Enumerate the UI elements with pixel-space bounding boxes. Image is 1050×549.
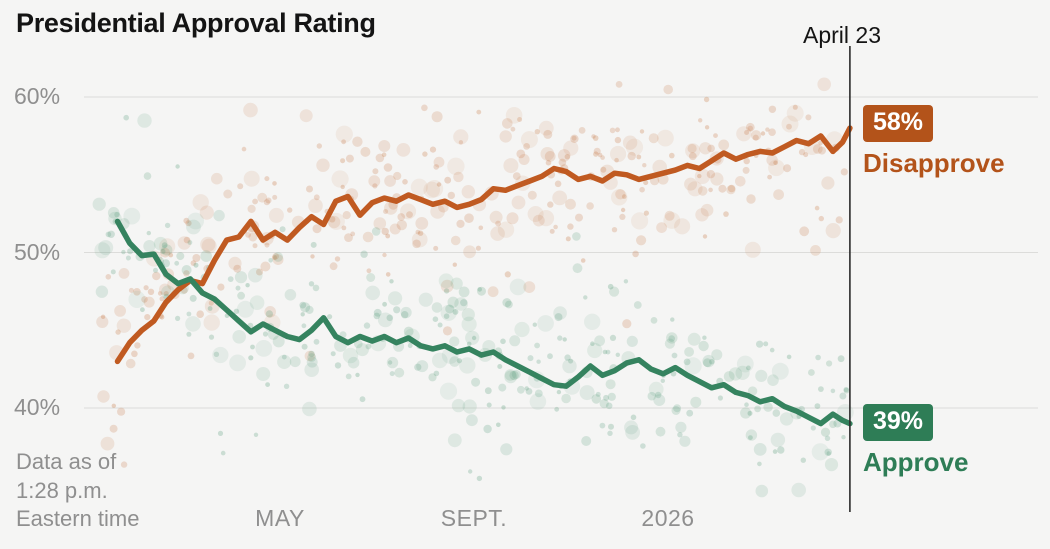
data-as-of-note: Data as of 1:28 p.m. Eastern time [16, 448, 140, 534]
disapprove-series-name: Disapprove [863, 148, 1005, 178]
disapprove-end-label: 58% Disapprove [863, 105, 1005, 179]
x-tick-label: MAY [255, 505, 305, 531]
date-annotation: April 23 [803, 22, 881, 48]
y-tick-label: 60% [14, 82, 61, 109]
approve-series-name: Approve [863, 447, 969, 477]
note-line-1: Data as of [16, 449, 117, 474]
y-tick-label: 40% [14, 393, 61, 420]
note-line-3: Eastern time [16, 506, 140, 532]
disapprove-trend-line [114, 125, 853, 365]
approve-trend-line [114, 218, 853, 427]
page-title: Presidential Approval Rating [16, 8, 376, 38]
disapprove-value-badge: 58% [863, 105, 934, 142]
x-tick-label: 2026 [641, 505, 695, 531]
y-tick-label: 50% [14, 238, 61, 265]
disapprove-poll-dots [96, 77, 848, 468]
note-line-2: 1:28 p.m. [16, 477, 108, 503]
approve-end-label: 39% Approve [863, 404, 968, 478]
approve-value-badge: 39% [863, 404, 934, 441]
x-tick-label: SEPT. [440, 505, 508, 531]
